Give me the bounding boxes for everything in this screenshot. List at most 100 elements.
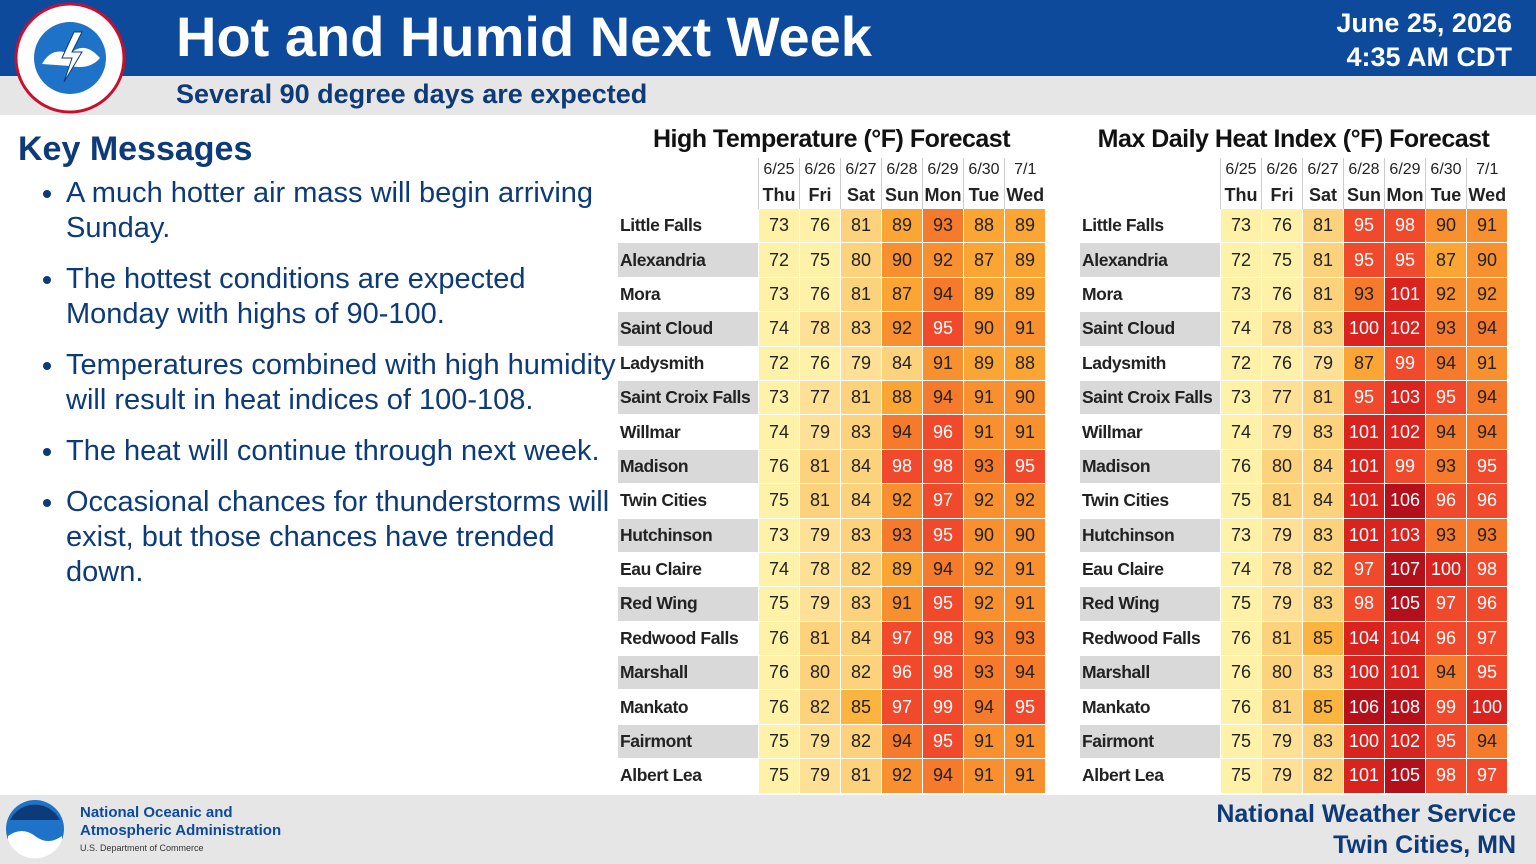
value-cell: 89: [963, 276, 1005, 313]
date-header: 6/30: [963, 158, 1005, 182]
value-cell: 92: [881, 311, 923, 347]
table-row: Redwood Falls 76 81 85 104 104 96 97: [1079, 620, 1508, 657]
value-cell: 84: [840, 483, 882, 519]
value-cell: 87: [1343, 345, 1385, 381]
value-cell: 96: [922, 414, 964, 450]
agency-line: Atmospheric Administration: [80, 822, 282, 839]
value-cell: 84: [840, 620, 882, 657]
issue-time: June 25, 2026 4:35 AM CDT: [1336, 6, 1512, 74]
value-cell: 93: [1425, 448, 1467, 485]
office: National Weather Service Twin Cities, MN: [1216, 799, 1516, 861]
value-cell: 103: [1384, 517, 1426, 553]
table-title: Max Daily Heat Index (°F) Forecast: [1097, 125, 1490, 153]
date-header: 6/27: [840, 158, 882, 182]
location: Albert Lea: [617, 758, 759, 794]
value-cell: 75: [1220, 483, 1262, 519]
value-cell: 89: [963, 345, 1005, 381]
day-header: Wed: [1466, 182, 1508, 209]
table-row: Red Wing 75 79 83 91 95 92 91: [617, 586, 1046, 622]
value-cell: 92: [881, 758, 923, 794]
value-cell: 80: [799, 655, 841, 691]
value-cell: 78: [799, 311, 841, 347]
office-location: Twin Cities, MN: [1333, 831, 1516, 859]
value-cell: 80: [1261, 655, 1303, 691]
value-cell: 97: [881, 620, 923, 657]
value-cell: 79: [1261, 586, 1303, 622]
value-cell: 73: [758, 276, 800, 313]
value-cell: 79: [1261, 517, 1303, 553]
value-cell: 92: [881, 483, 923, 519]
value-cell: 105: [1384, 758, 1426, 794]
value-cell: 97: [922, 483, 964, 519]
value-cell: 102: [1384, 723, 1426, 760]
value-cell: 93: [1425, 311, 1467, 347]
value-cell: 91: [963, 758, 1005, 794]
value-cell: 95: [922, 517, 964, 553]
value-cell: 81: [1302, 207, 1344, 244]
value-cell: 85: [1302, 689, 1344, 725]
value-cell: 97: [1343, 551, 1385, 588]
table-row: Fairmont 75 79 83 100 102 95 94: [1079, 723, 1508, 760]
date-header: 6/26: [1261, 158, 1303, 182]
value-cell: 76: [1220, 448, 1262, 485]
key-message: Occasional chances for thunderstorms wil…: [66, 485, 626, 590]
table-row: Redwood Falls 76 81 84 97 98 93 93: [617, 620, 1046, 657]
value-cell: 92: [963, 586, 1005, 622]
value-cell: 91: [881, 586, 923, 622]
value-cell: 85: [1302, 620, 1344, 657]
subtitle: Several 90 degree days are expected: [176, 79, 648, 109]
table-row: Hutchinson 73 79 83 101 103 93 93: [1079, 517, 1508, 553]
table-row: Ladysmith 72 76 79 84 91 89 88: [617, 345, 1046, 381]
value-cell: 75: [1220, 723, 1262, 760]
value-cell: 73: [1220, 207, 1262, 244]
location: Red Wing: [1079, 586, 1221, 622]
date-row: 6/25 6/26 6/27 6/28 6/29 6/30 7/1: [618, 158, 1046, 182]
value-cell: 91: [1004, 723, 1046, 760]
key-message: The hottest conditions are expected Mond…: [66, 262, 626, 332]
value-cell: 95: [1425, 379, 1467, 416]
table-row: Little Falls 73 76 81 89 93 88 89: [617, 207, 1046, 244]
value-cell: 91: [963, 414, 1005, 450]
table-row: Albert Lea 75 79 81 92 94 91 91: [617, 758, 1046, 794]
value-cell: 73: [1220, 379, 1262, 416]
value-cell: 95: [922, 723, 964, 760]
value-cell: 84: [881, 345, 923, 381]
value-cell: 95: [1004, 689, 1046, 725]
value-cell: 76: [758, 620, 800, 657]
value-cell: 79: [799, 414, 841, 450]
value-cell: 73: [758, 379, 800, 416]
value-cell: 83: [1302, 655, 1344, 691]
title: Hot and Humid Next Week: [176, 5, 872, 68]
day-header: Sun: [1343, 182, 1385, 209]
value-cell: 100: [1343, 311, 1385, 347]
value-cell: 82: [840, 723, 882, 760]
location: Ladysmith: [617, 345, 759, 381]
value-cell: 100: [1343, 655, 1385, 691]
value-cell: 102: [1384, 311, 1426, 347]
value-cell: 92: [1425, 276, 1467, 313]
value-cell: 75: [758, 483, 800, 519]
location: Little Falls: [617, 207, 759, 244]
table-row: Eau Claire 74 78 82 89 94 92 91: [617, 551, 1046, 588]
location: Fairmont: [1079, 723, 1221, 760]
day-header: Thu: [758, 182, 800, 209]
day-header: Sun: [881, 182, 923, 209]
value-cell: 94: [881, 723, 923, 760]
date-header: 6/25: [1220, 158, 1262, 182]
location: Mora: [617, 276, 759, 313]
date-header: 6/28: [1343, 158, 1385, 182]
value-cell: 95: [1004, 448, 1046, 485]
value-cell: 73: [758, 207, 800, 244]
value-cell: 93: [963, 620, 1005, 657]
value-cell: 75: [758, 723, 800, 760]
day-header: Sat: [840, 182, 882, 209]
value-cell: 90: [1466, 242, 1508, 278]
value-cell: 94: [922, 551, 964, 588]
value-cell: 79: [1261, 758, 1303, 794]
date: June 25, 2026: [1336, 8, 1512, 38]
blank: [618, 182, 759, 209]
table-row: Albert Lea 75 79 82 101 105 98 97: [1079, 758, 1508, 794]
location: Fairmont: [617, 723, 759, 760]
day-header: Sat: [1302, 182, 1344, 209]
value-cell: 101: [1343, 517, 1385, 553]
